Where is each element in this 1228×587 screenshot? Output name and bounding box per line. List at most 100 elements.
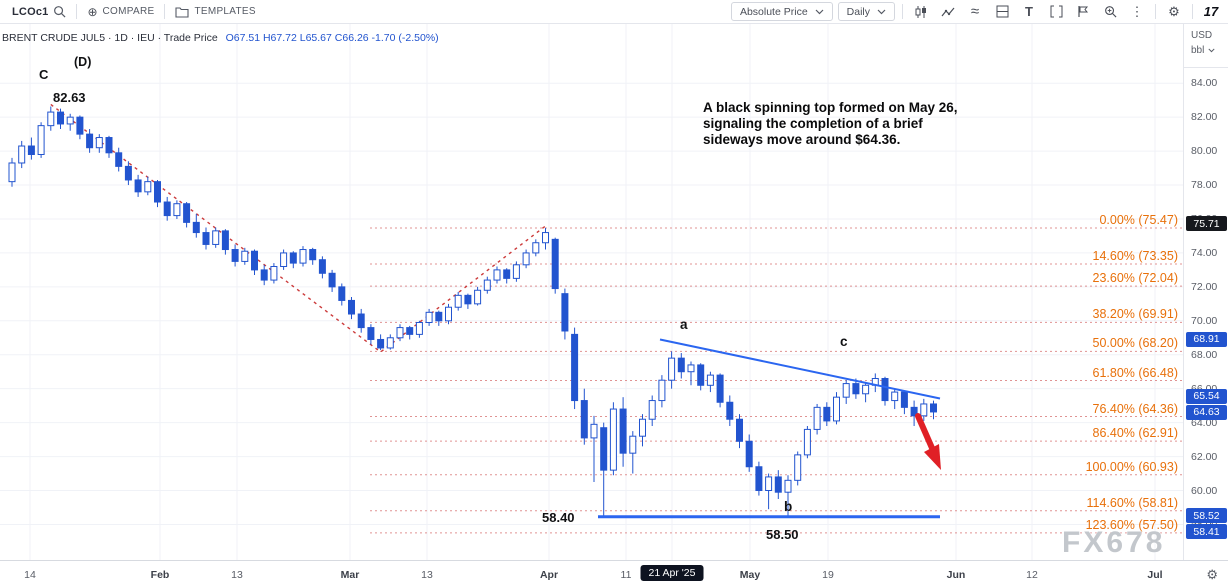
wave-label-b: b [784, 499, 793, 514]
compare-button[interactable]: ⊕ COMPARE [79, 0, 162, 23]
fib-level-label: 50.00% (68.20) [1092, 336, 1178, 351]
tradingview-logo[interactable]: 17 [1200, 2, 1222, 22]
price-badge: 68.91 [1186, 331, 1227, 347]
price-tick-label: 68.00 [1191, 348, 1218, 361]
waves-icon[interactable]: ≈ [964, 2, 986, 22]
interval-value: Daily [846, 5, 870, 18]
fib-level-label: 86.40% (62.91) [1092, 426, 1178, 441]
wave-label-D: (D) [74, 55, 92, 69]
legend-ohlc-values: O67.51 H67.72 L65.67 C66.26 -1.70 (-2.50… [225, 32, 439, 44]
toolbar-divider [1192, 4, 1193, 19]
candle-style-icon[interactable] [910, 2, 932, 22]
timezone-settings-icon[interactable]: ⚙ [1206, 567, 1218, 582]
time-tick-label: Jul [1147, 569, 1163, 581]
price-tick-label: 60.00 [1191, 484, 1218, 497]
layout-icon[interactable] [991, 2, 1013, 22]
text-glyph: T [1025, 4, 1033, 19]
analyst-note: A black spinning top formed on May 26, s… [703, 100, 958, 148]
unit-measure-selector[interactable]: bbl [1191, 45, 1215, 56]
price-axis[interactable]: USD bbl 58.0060.0062.0064.0066.0068.0070… [1183, 24, 1228, 560]
time-tick-label: Apr [539, 569, 559, 581]
fib-level-label: 38.20% (69.91) [1092, 307, 1178, 322]
waves-glyph: ≈ [970, 3, 980, 20]
fib-level-label: 14.60% (73.35) [1092, 248, 1178, 263]
chevron-down-icon [877, 9, 886, 15]
time-axis[interactable]: ⚙ 14 Feb 13 Mar 13 Apr 11 21 Apr '25 May 19 Jun 12 J… [0, 560, 1228, 587]
price-tick-label: 84.00 [1191, 77, 1218, 90]
fib-level-label: 0.00% (75.47) [1099, 212, 1178, 227]
plus-circle-icon: ⊕ [87, 4, 98, 19]
chart-pane[interactable]: BRENT CRUDE JUL5 · 1D · IEU · Trade Pric… [0, 24, 1183, 560]
more-icon[interactable]: ⋮ [1126, 2, 1148, 22]
price-mode-value: Absolute Price [739, 5, 808, 18]
note-line-1: A black spinning top formed on May 26, [703, 100, 958, 115]
time-tick-label: 11 [620, 569, 632, 581]
price-tick-label: 70.00 [1191, 314, 1218, 327]
wave-label-C: C [39, 67, 49, 82]
time-tick-label: 13 [231, 569, 243, 581]
toolbar-divider [1155, 4, 1156, 19]
folder-icon [175, 6, 190, 18]
time-tick-label: 13 [421, 569, 433, 581]
templates-button[interactable]: TEMPLATES [167, 0, 263, 23]
indicators-icon[interactable] [937, 2, 959, 22]
time-tick-label: 14 [24, 569, 36, 581]
price-tick-label: 82.00 [1191, 111, 1218, 124]
price-badge: 58.52 [1186, 508, 1227, 524]
symbol-label: LCOc1 [12, 5, 49, 18]
gear-glyph: ⚙ [1168, 3, 1180, 19]
price-badge: 58.41 [1186, 524, 1227, 540]
support-price-left-label: 58.40 [542, 510, 575, 525]
flag-icon[interactable] [1072, 2, 1094, 22]
currency-selector[interactable]: USD [1191, 30, 1212, 41]
patterns-icon[interactable] [1045, 2, 1067, 22]
unit-selector: USD bbl [1184, 24, 1228, 68]
selected-date-badge: 21 Apr '25 [640, 565, 704, 581]
toolbar-right-group: Absolute Price Daily ≈ T [730, 2, 1224, 22]
time-tick-label: 12 [1026, 569, 1038, 581]
search-icon [53, 5, 66, 18]
fib-level-label: 100.00% (60.93) [1085, 459, 1178, 474]
price-tick-label: 72.00 [1191, 280, 1218, 293]
price-tick-label: 80.00 [1191, 145, 1218, 158]
time-tick-label: Feb [150, 569, 170, 581]
price-badge: 65.54 [1186, 388, 1227, 404]
price-chart-canvas[interactable] [0, 24, 1183, 560]
price-tick-label: 62.00 [1191, 450, 1218, 463]
peak-price-label: 82.63 [53, 90, 86, 105]
chevron-down-icon [815, 9, 824, 15]
fib-level-label: 123.60% (57.50) [1085, 517, 1178, 532]
price-badge: 64.63 [1186, 404, 1227, 420]
unit-measure-label: bbl [1191, 45, 1205, 56]
zoom-in-icon[interactable] [1099, 2, 1121, 22]
currency-label: USD [1191, 30, 1213, 41]
fib-level-label: 23.60% (72.04) [1092, 271, 1178, 286]
top-toolbar: LCOc1 ⊕ COMPARE TEMPLATES Absolute Price [0, 0, 1228, 24]
chevron-down-icon [1208, 48, 1215, 53]
settings-icon[interactable]: ⚙ [1163, 2, 1185, 22]
price-mode-dropdown[interactable]: Absolute Price [730, 2, 833, 21]
time-tick-label: 19 [822, 569, 834, 581]
chart-legend: BRENT CRUDE JUL5 · 1D · IEU · Trade Pric… [2, 32, 439, 44]
support-price-right-label: 58.50 [766, 527, 799, 542]
note-line-3: sideways move around $64.36. [703, 132, 901, 147]
templates-label: TEMPLATES [194, 6, 256, 17]
time-tick-label: May [739, 569, 761, 581]
toolbar-divider [902, 4, 903, 19]
price-tick-label: 74.00 [1191, 246, 1218, 259]
time-tick-label: Mar [340, 569, 360, 581]
note-line-2: signaling the completion of a brief [703, 116, 923, 131]
fib-level-label: 61.80% (66.48) [1092, 365, 1178, 380]
main-area: BRENT CRUDE JUL5 · 1D · IEU · Trade Pric… [0, 24, 1228, 560]
watermark: FX678 [1062, 526, 1166, 559]
more-glyph: ⋮ [1130, 3, 1144, 19]
text-tool-icon[interactable]: T [1018, 2, 1040, 22]
fib-level-label: 76.40% (64.36) [1092, 401, 1178, 416]
wave-label-a: a [680, 317, 688, 332]
wave-label-c: c [840, 334, 848, 349]
price-badge: 75.71 [1186, 216, 1227, 232]
price-tick-label: 78.00 [1191, 179, 1218, 192]
interval-dropdown[interactable]: Daily [837, 2, 895, 21]
symbol-search-button[interactable]: LCOc1 [4, 0, 74, 23]
fib-level-label: 114.60% (58.81) [1086, 495, 1179, 510]
